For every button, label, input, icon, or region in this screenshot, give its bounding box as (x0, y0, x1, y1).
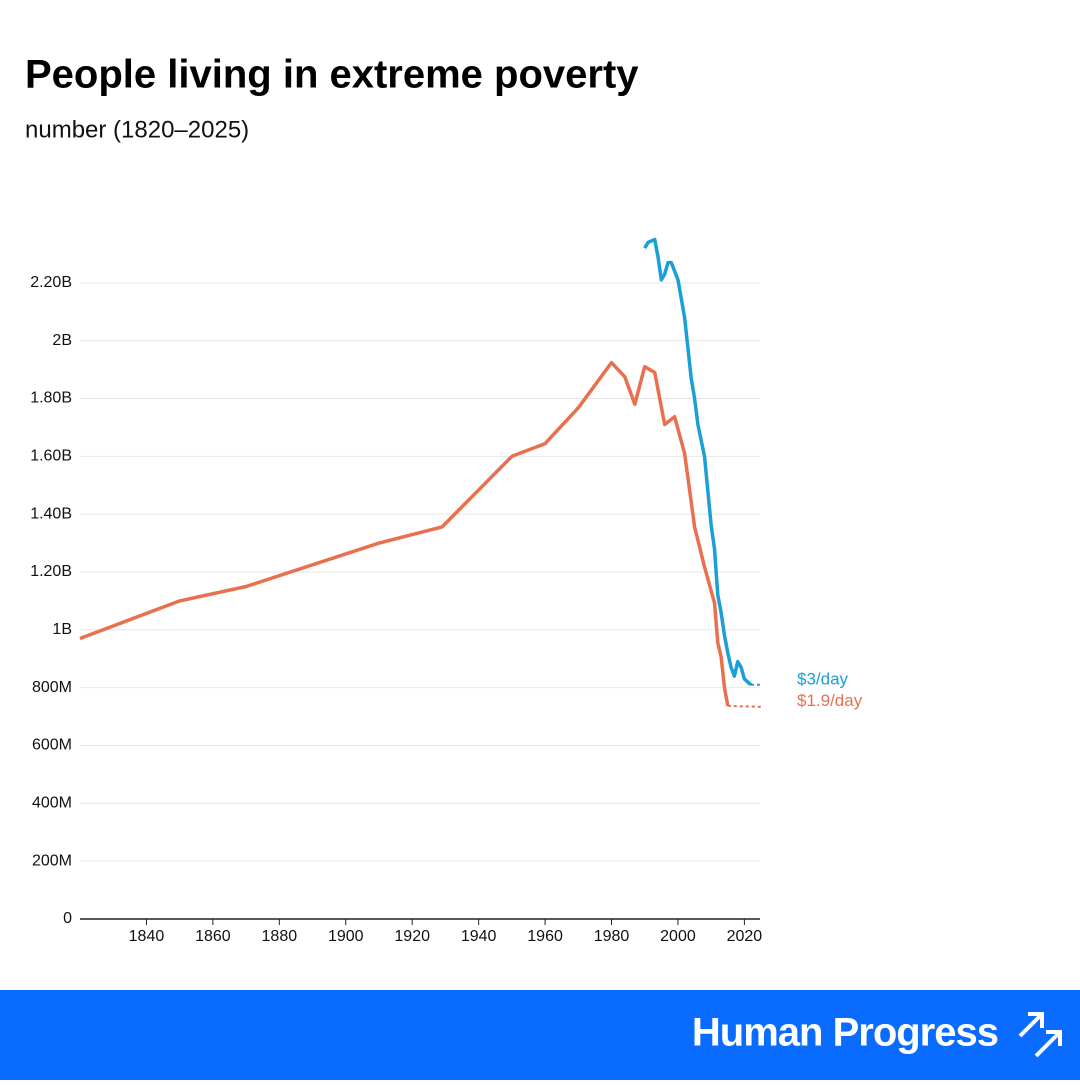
brand-logo (1018, 1012, 1062, 1058)
x-tick-label: 2020 (727, 928, 763, 945)
y-tick-label: 800M (32, 679, 72, 696)
y-tick-label: 0 (63, 910, 72, 927)
chart-title: People living in extreme poverty (25, 53, 639, 97)
x-tick-label: 1840 (129, 928, 165, 945)
x-tick-label: 1940 (461, 928, 497, 945)
y-tick-label: 200M (32, 852, 72, 869)
series-line (79, 360, 730, 707)
x-tick-label: 1960 (527, 928, 563, 945)
y-tick-label: 1.40B (30, 505, 72, 522)
legend-label: $1.9/day (797, 691, 863, 710)
series-projection (727, 704, 762, 708)
x-tick-label: 1880 (262, 928, 298, 945)
x-tick-label: 1980 (594, 928, 630, 945)
x-tick-label: 1920 (394, 928, 430, 945)
chart-subtitle: number (1820–2025) (25, 116, 249, 143)
y-tick-label: 1.80B (30, 390, 72, 407)
y-tick-label: 1B (52, 621, 72, 638)
y-tick-label: 2B (52, 332, 72, 349)
x-tick-label: 2000 (660, 928, 696, 945)
x-tick-label: 1900 (328, 928, 364, 945)
brand: Human Progress (692, 1011, 998, 1055)
y-tick-label: 2.20B (30, 274, 72, 291)
y-tick-label: 1.60B (30, 448, 72, 465)
x-tick-label: 1860 (195, 928, 231, 945)
y-tick-label: 600M (32, 737, 72, 754)
y-tick-label: 1.20B (30, 563, 72, 580)
y-tick-label: 400M (32, 795, 72, 812)
footer-bar (0, 990, 1080, 1080)
series-line (643, 237, 753, 687)
legend-label: $3/day (797, 669, 849, 688)
